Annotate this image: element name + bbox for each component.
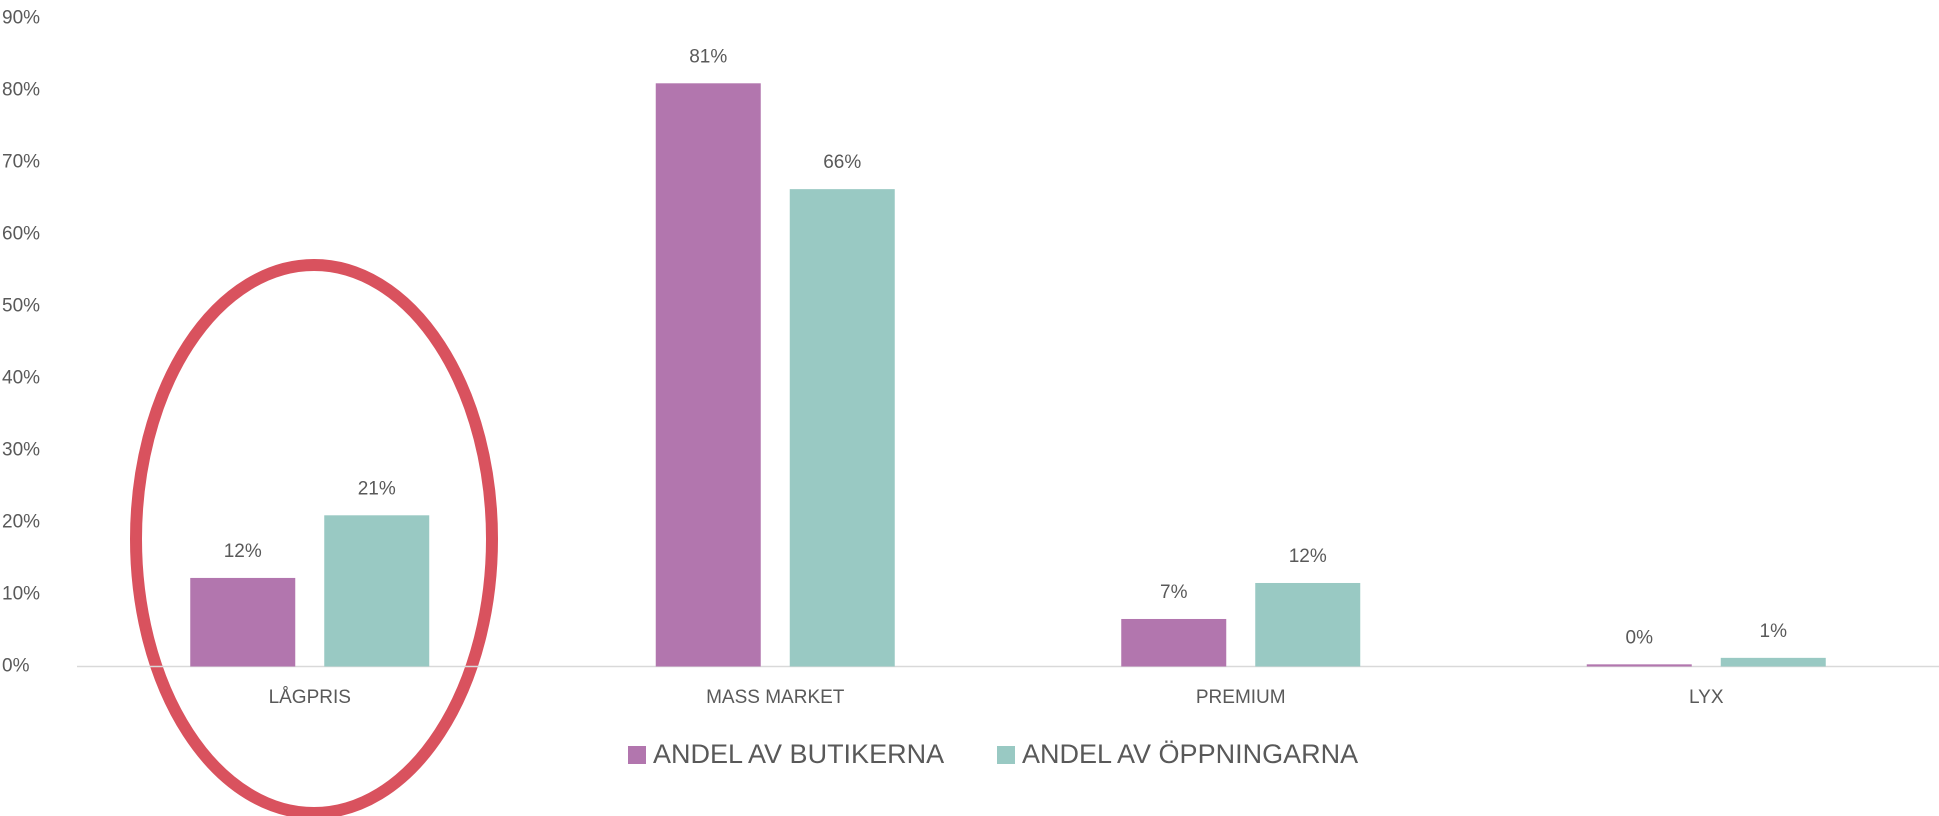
bar [1121,618,1227,667]
x-tick-label: LÅGPRIS [269,687,351,708]
y-tick-label: 30% [2,440,40,461]
data-label: 12% [224,541,262,562]
bar [324,515,430,667]
bar [655,83,761,667]
y-tick-label: 0% [2,656,30,677]
data-label: 0% [1626,627,1654,648]
bar [1720,657,1826,667]
bar [190,577,296,667]
data-label: 12% [1289,546,1327,567]
y-tick-label: 10% [2,584,40,605]
y-tick-label: 70% [2,152,40,173]
data-label: 21% [358,478,396,499]
legend-text: ANDEL AV ÖPPNINGARNA [1022,739,1358,769]
legend-swatch [628,746,646,764]
y-tick-label: 50% [2,296,40,317]
x-tick-label: MASS MARKET [706,687,845,708]
data-label: 81% [689,46,727,67]
bar [1586,664,1692,667]
legend-text: ANDEL AV BUTIKERNA [653,739,944,769]
bar [1255,582,1361,667]
data-label: 66% [823,152,861,173]
highlight-ellipse [130,259,498,816]
data-label: 1% [1760,621,1788,642]
bar [789,189,895,667]
data-label: 7% [1160,582,1188,603]
y-tick-label: 40% [2,368,40,389]
y-tick-label: 60% [2,224,40,245]
y-tick-label: 90% [2,8,40,29]
x-tick-label: LYX [1689,687,1724,708]
legend-swatch [997,746,1015,764]
y-tick-label: 20% [2,512,40,533]
x-tick-label: PREMIUM [1196,687,1286,708]
y-tick-label: 80% [2,80,40,101]
